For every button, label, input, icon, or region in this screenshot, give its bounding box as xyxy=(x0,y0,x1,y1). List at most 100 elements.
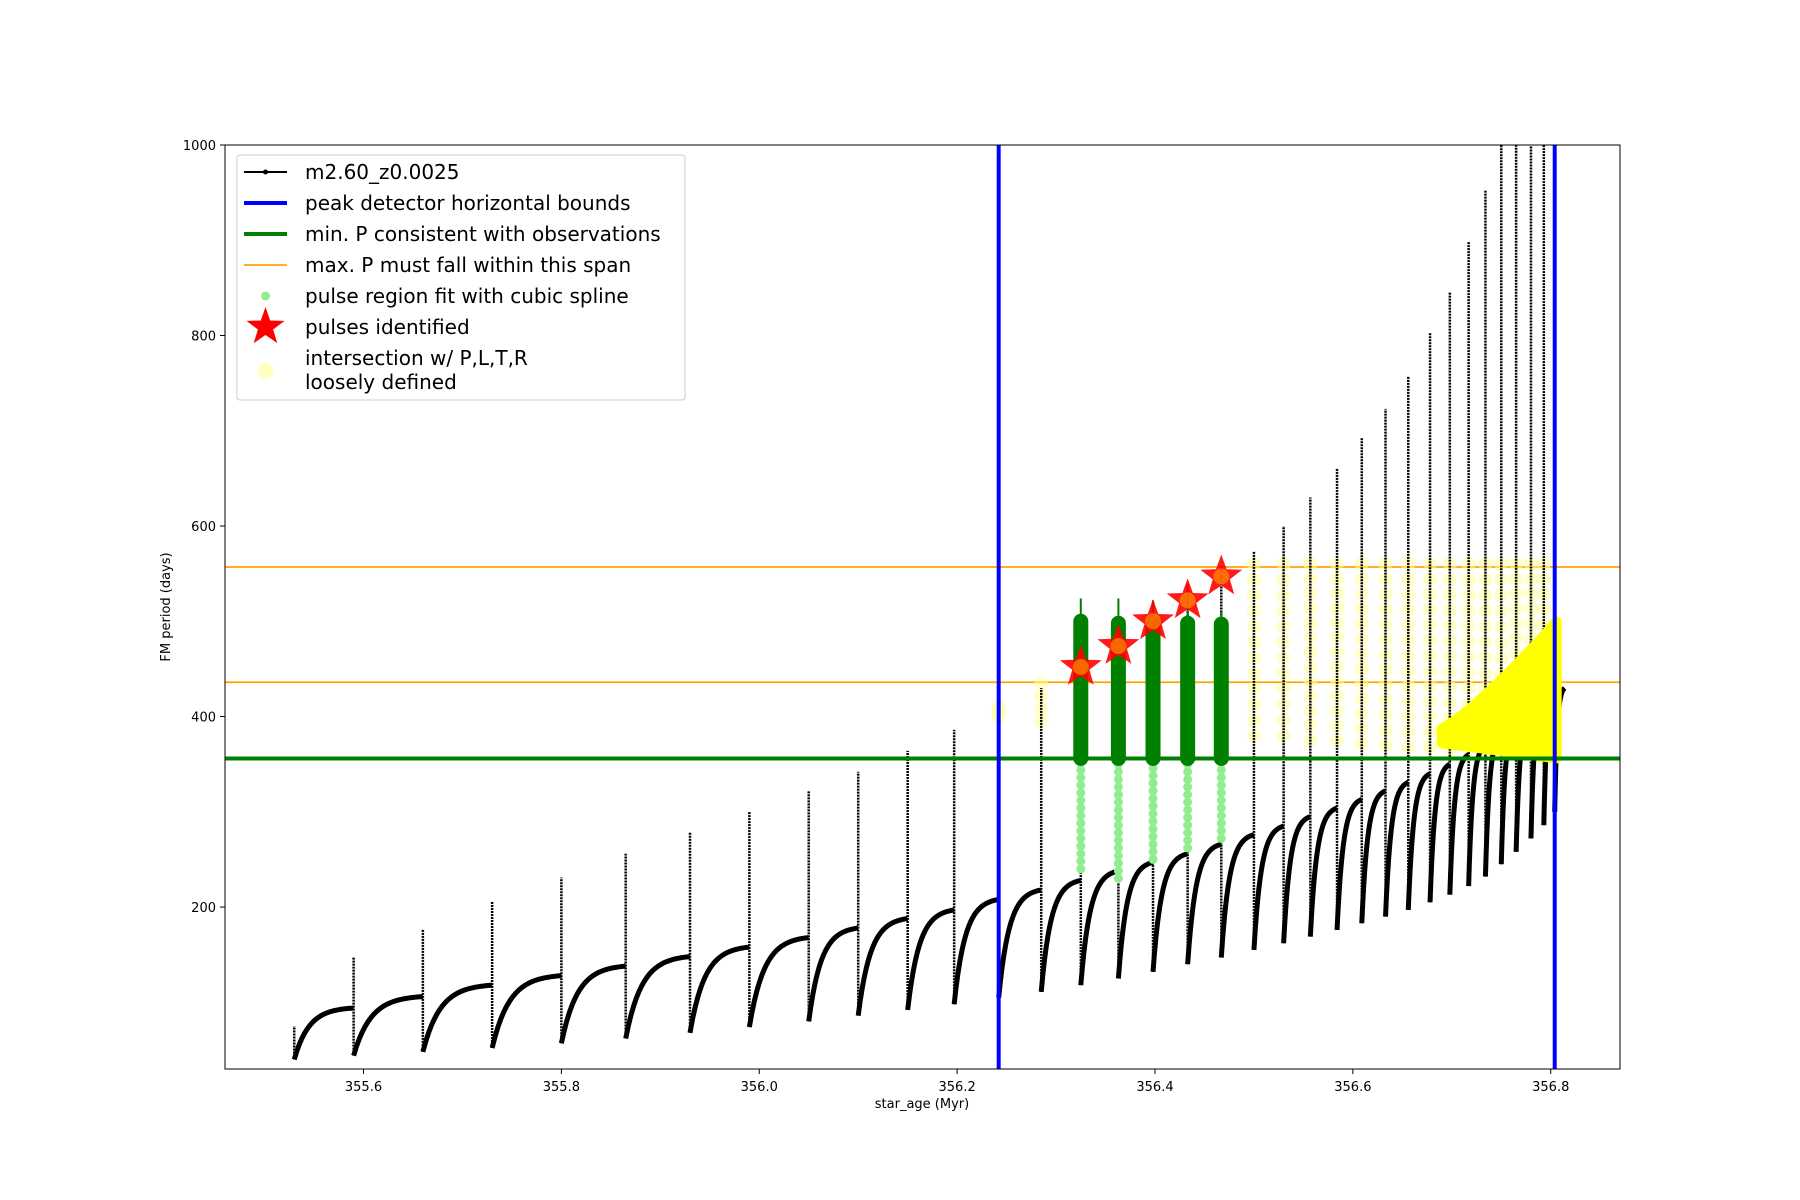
track-segment xyxy=(291,1005,354,1061)
plot-area xyxy=(225,145,1620,1069)
loose-intersection-point xyxy=(1442,587,1457,602)
legend-label: m2.60_z0.0025 xyxy=(305,160,460,184)
loose-intersection-point xyxy=(1354,661,1369,676)
track-segment xyxy=(1218,832,1255,958)
track-segment xyxy=(746,935,810,1028)
track-segment xyxy=(996,887,1042,998)
loose-intersection-point xyxy=(1354,706,1369,721)
spline-point xyxy=(1216,765,1226,775)
spline-point xyxy=(1113,873,1123,883)
spline-point xyxy=(1113,805,1123,815)
loose-intersection-point xyxy=(1276,681,1291,696)
track-segment xyxy=(420,982,493,1053)
loose-intersection-point xyxy=(1354,721,1369,736)
track-segment xyxy=(558,963,626,1044)
x-tick-label: 356.8 xyxy=(1532,1080,1569,1095)
spline-point xyxy=(1076,864,1086,874)
legend-label: pulses identified xyxy=(305,315,470,339)
identified-pulse-center xyxy=(1072,659,1089,676)
loose-intersection-point xyxy=(1303,630,1318,645)
spline-point xyxy=(1076,849,1086,859)
track-segment xyxy=(1405,771,1432,911)
spline-point xyxy=(1148,832,1158,842)
y-tick-label: 200 xyxy=(191,901,216,916)
spline-point xyxy=(1113,774,1123,784)
spline-point xyxy=(1183,805,1193,815)
x-tick-label: 355.8 xyxy=(543,1080,580,1095)
loose-intersection-point xyxy=(1354,572,1369,587)
spline-point xyxy=(1216,833,1226,843)
track-segment xyxy=(1150,851,1189,973)
track-segment xyxy=(351,994,424,1057)
spline-point xyxy=(1113,835,1123,845)
spline-point xyxy=(1113,851,1123,861)
spline-point xyxy=(1183,767,1193,777)
legend-label: max. P must fall within this span xyxy=(305,253,631,277)
loose-intersection-point xyxy=(1354,646,1369,661)
spline-point xyxy=(1076,811,1086,821)
spline-point xyxy=(1113,767,1123,777)
spline-point xyxy=(1113,797,1123,807)
loose-intersection-point xyxy=(1523,616,1538,631)
spline-point xyxy=(1216,795,1226,805)
loose-intersection-point xyxy=(1423,740,1438,755)
spline-point xyxy=(1183,820,1193,830)
track-segment xyxy=(623,954,691,1040)
legend-handle-dot xyxy=(261,291,270,301)
track-segment xyxy=(855,916,909,1016)
plot-frame xyxy=(224,144,1621,1070)
track-segment xyxy=(1334,797,1363,931)
spline-point xyxy=(1183,790,1193,800)
loose-intersection-point xyxy=(1354,586,1369,601)
track-segment xyxy=(1078,868,1119,986)
legend-label-line2: loosely defined xyxy=(305,370,457,394)
loose-intersection-point xyxy=(1478,588,1493,603)
y-tick-label: 600 xyxy=(191,520,216,535)
spline-point xyxy=(1216,811,1226,821)
loose-intersection-point xyxy=(1246,697,1261,712)
spline-point xyxy=(1113,790,1123,800)
spline-point xyxy=(1113,858,1123,868)
spline-point xyxy=(1148,854,1158,864)
spline-point xyxy=(1148,771,1158,781)
spline-point xyxy=(1183,774,1193,784)
track-segment xyxy=(1115,859,1154,979)
legend-handle-star xyxy=(246,307,285,344)
loose-intersection-point xyxy=(1330,689,1345,704)
spline-point xyxy=(1216,826,1226,836)
x-tick-label: 355.6 xyxy=(345,1080,382,1095)
spline-point xyxy=(1076,803,1086,813)
spline-point xyxy=(1113,813,1123,823)
spline-point xyxy=(1183,797,1193,807)
track-segment xyxy=(1281,814,1312,944)
identified-pulse-center xyxy=(1179,592,1196,609)
loose-intersection-point xyxy=(1401,663,1416,678)
spline-point xyxy=(1216,788,1226,798)
spline-point xyxy=(1113,866,1123,876)
track-segment xyxy=(1038,877,1082,993)
spline-point xyxy=(1148,824,1158,834)
spline-point xyxy=(1148,801,1158,811)
loose-intersection-point xyxy=(1478,572,1493,587)
loose-intersection-point xyxy=(1401,633,1416,648)
spline-point xyxy=(1113,782,1123,792)
track-segment xyxy=(1427,762,1452,903)
loose-intersection-point xyxy=(1330,674,1345,689)
spline-point xyxy=(1148,786,1158,796)
spline-point xyxy=(1076,826,1086,836)
identified-pulse-center xyxy=(1213,568,1230,585)
loose-intersection-point xyxy=(1423,709,1438,724)
track-segment xyxy=(1383,780,1410,917)
legend-box xyxy=(236,154,686,401)
spline-point xyxy=(1076,833,1086,843)
x-tick-label: 356.6 xyxy=(1334,1080,1371,1095)
loose-intersection-point xyxy=(1494,635,1509,650)
track-segment xyxy=(489,973,562,1049)
track-segment xyxy=(1251,823,1285,951)
loose-intersection-point xyxy=(1442,603,1457,618)
track-segment xyxy=(1447,752,1470,895)
loose-intersection-point xyxy=(1354,691,1369,706)
loose-intersection-point xyxy=(1276,588,1291,603)
